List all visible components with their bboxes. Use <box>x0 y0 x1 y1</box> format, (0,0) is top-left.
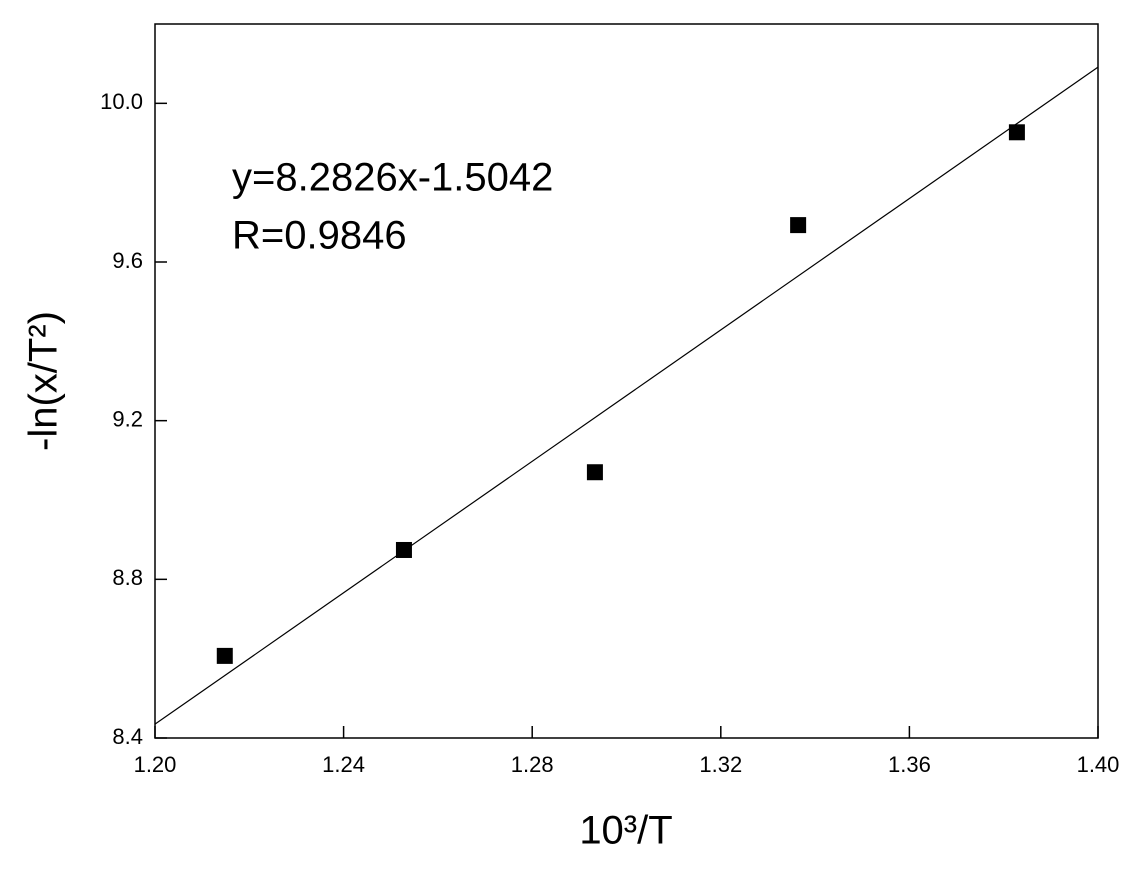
y-tick-label: 8.8 <box>112 565 143 590</box>
plot-frame <box>154 23 1099 739</box>
y-tick-label: 9.2 <box>112 406 143 431</box>
x-tick-label: 1.24 <box>322 752 365 777</box>
r-value: R=0.9846 <box>232 214 407 258</box>
data-point <box>790 217 807 234</box>
data-point <box>216 647 233 664</box>
x-tick-label: 1.36 <box>888 752 931 777</box>
x-tick-label: 1.28 <box>511 752 554 777</box>
data-point <box>586 464 603 481</box>
fit-line <box>154 66 1099 725</box>
x-tick-label: 1.40 <box>1077 752 1120 777</box>
data-point <box>1008 124 1025 141</box>
y-tick-label: 10.0 <box>100 89 143 114</box>
equation: y=8.2826x-1.5042 <box>232 156 553 200</box>
y-tick-label: 9.6 <box>112 248 143 273</box>
y-axis-title: -ln(x/T²) <box>22 311 66 451</box>
x-tick-label: 1.20 <box>134 752 177 777</box>
y-tick-label: 8.4 <box>112 724 143 749</box>
x-axis-title: 10³/T <box>579 809 672 853</box>
x-tick-label: 1.32 <box>699 752 742 777</box>
